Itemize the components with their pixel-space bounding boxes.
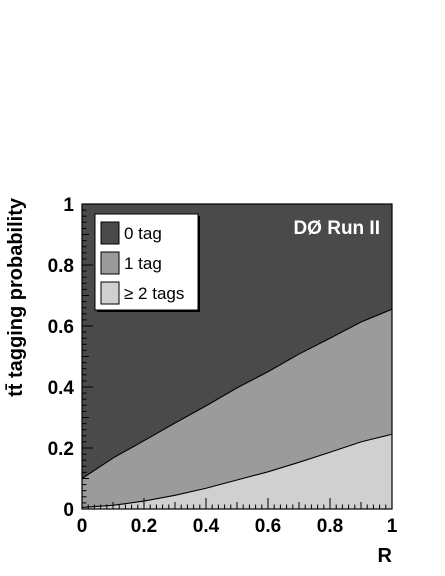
legend-entry-zero-tag-label: 0 tag [124, 224, 162, 243]
legend-entry-two-plus-tags-swatch [100, 281, 120, 305]
legend-entry-zero-tag-swatch [100, 221, 120, 245]
axis-ticks [81, 203, 393, 510]
y-tick-label: 0.4 [48, 378, 75, 399]
x-tick-label: 0.6 [255, 516, 281, 537]
y-tick-label: 0.8 [48, 256, 74, 277]
legend: 0 tag 1 tag ≥ 2 tags [94, 213, 200, 312]
tick-labels: 0 0.2 0.4 0.6 0.8 1 0 0.2 0.4 0.6 0.8 1 [48, 195, 398, 537]
y-tick-label: 0.6 [48, 317, 74, 338]
y-tick-label: 0 [63, 500, 74, 521]
y-axis-label: tt̄ tagging probability [5, 197, 27, 397]
x-tick-label: 1 [387, 516, 398, 537]
x-tick-label: 0.4 [193, 516, 220, 537]
legend-entry-two-plus-tags-label: ≥ 2 tags [124, 284, 184, 303]
y-tick-label: 1 [63, 195, 74, 216]
x-tick-label: 0 [77, 516, 88, 537]
x-tick-label: 0.8 [317, 516, 343, 537]
boundary-line-lower [81, 433, 393, 509]
x-tick-label: 0.2 [131, 516, 157, 537]
y-tick-label: 0.2 [48, 439, 74, 460]
legend-entry-one-tag-swatch [100, 251, 120, 275]
legend-entry-one-tag-label: 1 tag [124, 254, 162, 273]
x-axis-label: R [378, 545, 393, 567]
experiment-annotation: DØ Run II [293, 218, 380, 239]
boundary-lines [81, 308, 393, 509]
boundary-line-upper [81, 308, 393, 479]
